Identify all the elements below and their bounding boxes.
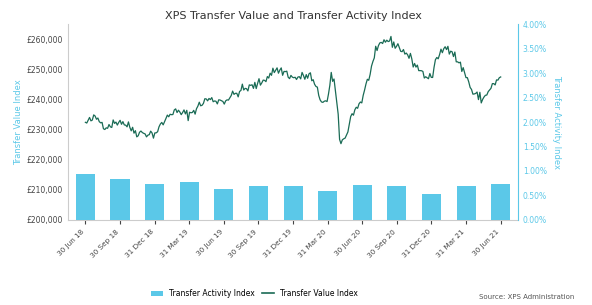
Bar (387, 186, 406, 220)
Legend: Transfer Activity Index, Transfer Value Index: Transfer Activity Index, Transfer Value … (149, 286, 361, 301)
Bar (76, 174, 95, 220)
Bar (456, 186, 475, 220)
Bar (491, 185, 510, 220)
Bar (422, 194, 441, 220)
Bar (145, 184, 164, 220)
Y-axis label: Transfer Activity Index: Transfer Activity Index (552, 75, 561, 169)
Bar (284, 186, 303, 220)
Bar (353, 185, 372, 220)
Y-axis label: Transfer Value Index: Transfer Value Index (14, 79, 22, 165)
Bar (214, 189, 233, 220)
Text: Source: XPS Administration: Source: XPS Administration (479, 294, 574, 300)
Bar (318, 191, 337, 220)
Bar (249, 186, 268, 220)
Bar (180, 181, 199, 220)
Bar (111, 179, 130, 220)
Title: XPS Transfer Value and Transfer Activity Index: XPS Transfer Value and Transfer Activity… (165, 11, 422, 21)
